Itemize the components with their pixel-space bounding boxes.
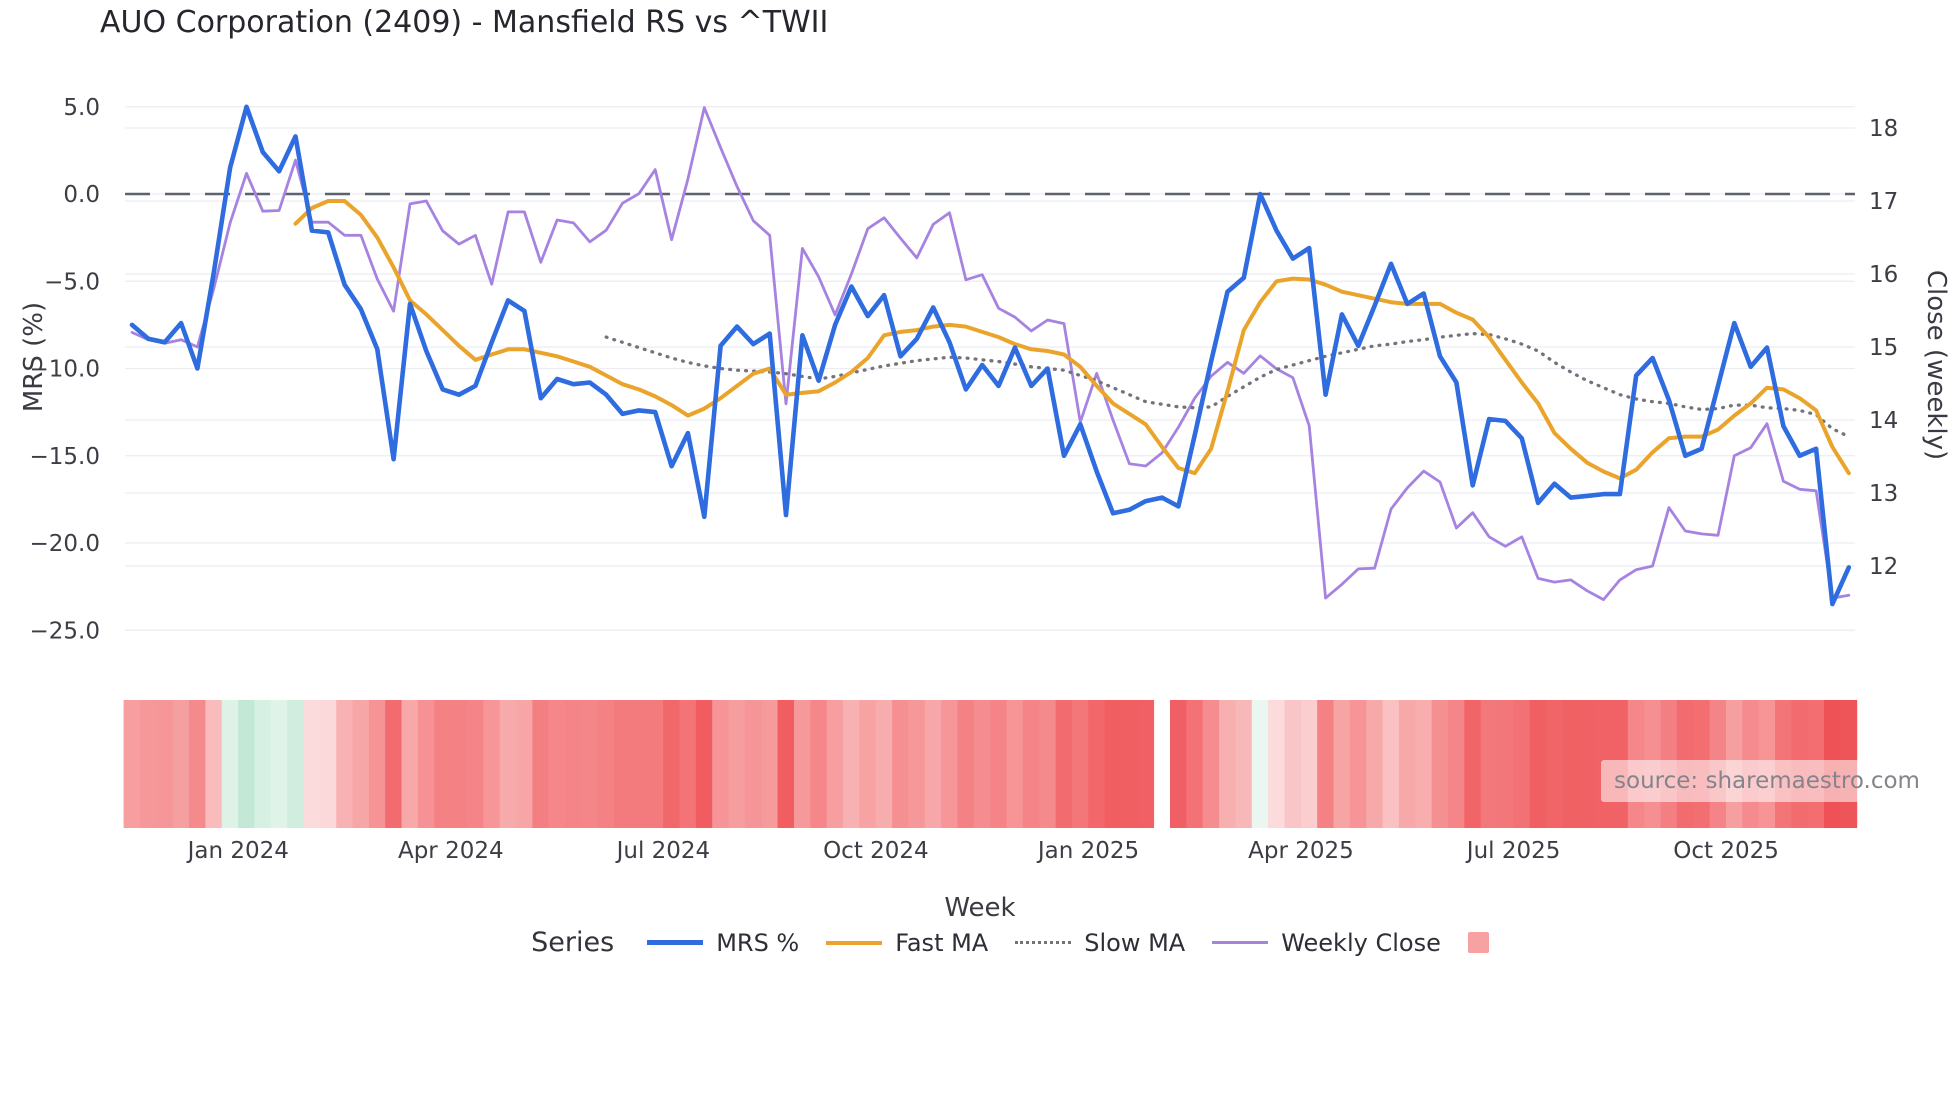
svg-text:Oct 2025: Oct 2025 <box>1673 838 1779 864</box>
fast-ma-line <box>293 199 1851 481</box>
x-axis-title: Week <box>944 893 1016 923</box>
legend-title: Series <box>531 927 615 958</box>
legend-item-mrs: MRS % <box>647 929 799 957</box>
svg-text:0.0: 0.0 <box>63 182 100 208</box>
svg-text:−15.0: −15.0 <box>30 444 100 470</box>
grid-lines <box>125 106 1855 631</box>
svg-text:17: 17 <box>1869 189 1898 215</box>
svg-text:Jul 2024: Jul 2024 <box>615 838 711 864</box>
right-axis-title: Close (weekly) <box>1921 269 1951 461</box>
left-axis-tick-labels: 5.0 0.0 −5.0 −10.0 −15.0 −20.0 −25.0 <box>30 95 100 645</box>
legend-item-label: Weekly Close <box>1281 928 1441 957</box>
mrs-line <box>129 104 1852 607</box>
weekly-close-line <box>130 106 1851 601</box>
source-badge: source: sharemaestro.com <box>1601 760 1933 802</box>
right-axis-tick-labels: 18 17 16 15 14 13 12 <box>1869 116 1898 580</box>
chart-title: AUO Corporation (2409) - Mansfield RS vs… <box>100 5 829 40</box>
legend-item-slow-ma: Slow MA <box>1015 929 1185 957</box>
svg-text:12: 12 <box>1869 554 1898 580</box>
weekly-close-line-sample <box>1212 941 1269 944</box>
legend-item-label: MRS % <box>716 928 800 957</box>
svg-text:16: 16 <box>1869 262 1898 288</box>
heatmap-swatch <box>1467 932 1489 953</box>
svg-text:Jan 2025: Jan 2025 <box>1036 838 1139 864</box>
svg-text:13: 13 <box>1869 481 1898 507</box>
legend-item-weekly-close: Weekly Close <box>1212 929 1441 957</box>
svg-text:Apr 2024: Apr 2024 <box>398 838 504 864</box>
svg-text:−5.0: −5.0 <box>44 269 100 295</box>
mrs-line-sample <box>647 940 704 945</box>
svg-text:5.0: 5.0 <box>63 95 100 121</box>
legend-item-fast-ma: Fast MA <box>826 929 988 957</box>
legend-item-label: Slow MA <box>1084 928 1186 957</box>
svg-text:18: 18 <box>1869 116 1898 142</box>
legend: Series MRS % Fast MA Slow MA Weekly Clos… <box>0 927 1960 958</box>
svg-text:14: 14 <box>1869 408 1898 434</box>
left-axis-title: MRS (%) <box>19 301 49 413</box>
svg-text:Jul 2025: Jul 2025 <box>1465 838 1561 864</box>
svg-text:Apr 2025: Apr 2025 <box>1248 838 1354 864</box>
fast-ma-line-sample <box>826 940 883 945</box>
svg-text:−25.0: −25.0 <box>30 618 100 644</box>
svg-text:Jan 2024: Jan 2024 <box>186 838 289 864</box>
heatmap-strip <box>123 700 1858 828</box>
slow-ma-line-sample <box>1015 941 1072 944</box>
svg-text:Oct 2024: Oct 2024 <box>823 838 929 864</box>
svg-text:15: 15 <box>1869 335 1898 361</box>
x-axis-tick-labels: Jan 2024 Apr 2024 Jul 2024 Oct 2024 Jan 2025… <box>186 838 1779 864</box>
svg-text:−10.0: −10.0 <box>30 357 100 383</box>
legend-item-label: Fast MA <box>895 928 989 957</box>
svg-text:−20.0: −20.0 <box>30 531 100 557</box>
